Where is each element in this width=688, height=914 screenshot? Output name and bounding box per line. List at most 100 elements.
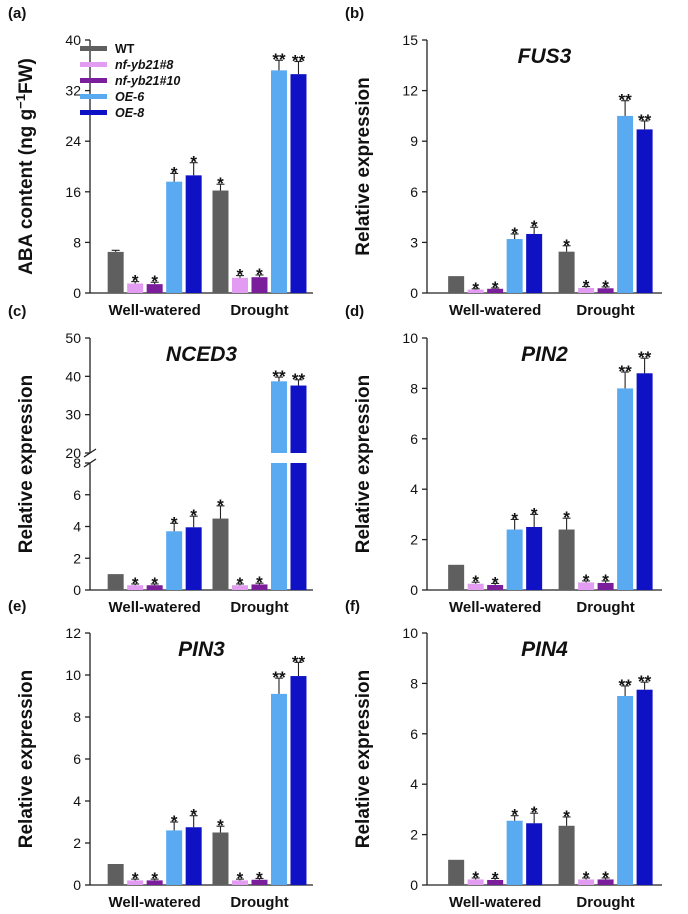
y-tick-label: 12 <box>65 625 81 641</box>
bar <box>617 696 634 885</box>
significance-marker: * <box>531 803 538 822</box>
bar <box>597 582 614 590</box>
bar <box>212 832 229 885</box>
x-tick-label: Drought <box>576 599 634 616</box>
bar <box>251 879 268 885</box>
legend-label: nf-yb21#10 <box>115 74 180 88</box>
x-tick-label: Drought <box>230 894 288 911</box>
significance-marker: * <box>472 572 479 591</box>
panel-label: (f) <box>345 598 360 615</box>
significance-marker: * <box>583 277 590 296</box>
bar <box>107 251 124 293</box>
significance-marker: * <box>217 496 224 515</box>
y-tick-label: 24 <box>65 133 81 149</box>
bar <box>617 115 634 294</box>
significance-marker: * <box>602 571 609 590</box>
bar <box>467 583 484 590</box>
significance-marker: ** <box>272 367 286 386</box>
bar <box>270 381 287 453</box>
bar <box>212 190 229 293</box>
legend-label: OE-8 <box>115 106 144 120</box>
bar <box>146 585 163 590</box>
bar <box>251 584 268 590</box>
significance-marker: * <box>472 279 479 298</box>
bar <box>506 239 523 293</box>
significance-marker: ** <box>292 652 306 671</box>
significance-marker: * <box>151 574 158 593</box>
chart-title: PIN4 <box>521 638 568 661</box>
bar <box>597 879 614 885</box>
y-tick-label: 6 <box>410 726 418 742</box>
significance-marker: ** <box>292 52 306 71</box>
y-tick-label: 0 <box>410 582 418 598</box>
bar <box>146 284 163 293</box>
significance-marker: ** <box>618 362 632 381</box>
y-tick-label: 0 <box>410 877 418 893</box>
y-tick-label: 2 <box>410 827 418 843</box>
significance-marker: * <box>132 869 139 888</box>
significance-marker: * <box>602 868 609 887</box>
panel-label: (b) <box>345 5 364 22</box>
y-tick-label: 4 <box>73 519 81 535</box>
bar <box>526 233 543 293</box>
significance-marker: * <box>190 506 197 525</box>
y-tick-label: 50 <box>65 330 81 346</box>
y-axis-label: ABA content (ng g−1FW) <box>13 58 37 275</box>
bar <box>617 388 634 590</box>
significance-marker: * <box>171 163 178 182</box>
legend-label: nf-yb21#8 <box>115 58 173 72</box>
bar <box>212 518 229 590</box>
bar <box>578 879 595 885</box>
y-tick-label: 8 <box>73 709 81 725</box>
y-axis-label: Relative expression <box>353 77 374 255</box>
significance-marker: * <box>563 807 570 826</box>
bar <box>251 277 268 293</box>
y-tick-label: 8 <box>73 455 81 471</box>
y-axis-label: Relative expression <box>16 375 37 553</box>
y-tick-label: 4 <box>410 481 418 497</box>
significance-marker: * <box>237 266 244 285</box>
bar <box>166 531 183 590</box>
y-tick-label: 2 <box>73 835 81 851</box>
significance-marker: * <box>511 806 518 825</box>
bar <box>506 529 523 590</box>
legend-swatch <box>80 110 107 115</box>
y-tick-label: 8 <box>410 675 418 691</box>
y-tick-label: 32 <box>65 83 81 99</box>
legend-label: WT <box>115 42 135 56</box>
y-tick-label: 4 <box>73 793 81 809</box>
significance-marker: * <box>190 806 197 825</box>
bar <box>270 70 287 293</box>
significance-marker: ** <box>292 370 306 389</box>
significance-marker: * <box>531 504 538 523</box>
panel-label: (a) <box>8 5 26 22</box>
y-tick-label: 30 <box>65 407 81 423</box>
bar <box>270 693 287 885</box>
y-tick-label: 12 <box>402 83 418 99</box>
bar <box>487 288 504 293</box>
legend-swatch <box>80 78 107 83</box>
bar <box>636 129 653 293</box>
bar <box>231 585 248 590</box>
significance-marker: * <box>132 574 139 593</box>
bar <box>127 585 144 590</box>
x-tick-label: Well-watered <box>109 302 201 319</box>
significance-marker: * <box>190 153 197 172</box>
bar <box>506 820 523 885</box>
bar <box>448 276 465 293</box>
significance-marker: * <box>132 272 139 291</box>
y-tick-label: 3 <box>410 234 418 250</box>
bar <box>636 689 653 885</box>
bar <box>526 527 543 590</box>
bar <box>290 74 307 293</box>
y-tick-label: 6 <box>410 431 418 447</box>
significance-marker: * <box>583 868 590 887</box>
significance-marker: * <box>531 217 538 236</box>
legend: WT nf-yb21#8 nf-yb21#10 OE-6 OE-8 <box>80 42 180 120</box>
significance-marker: ** <box>618 676 632 695</box>
bar <box>166 181 183 293</box>
